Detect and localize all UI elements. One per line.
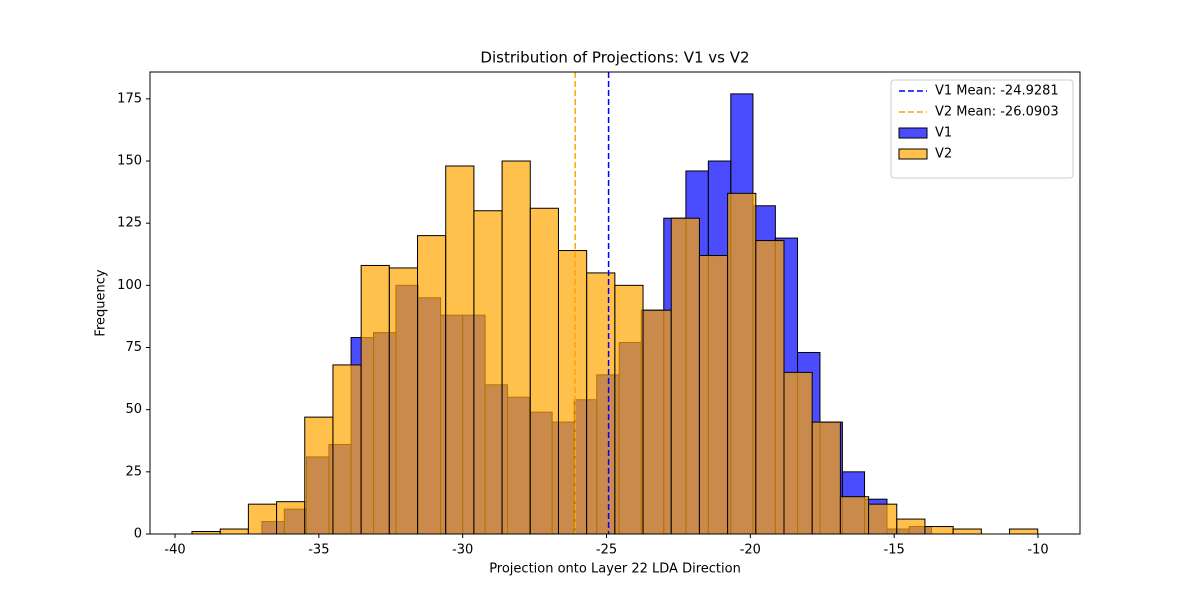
histogram-bar bbox=[501, 160, 531, 535]
histogram-bar bbox=[247, 503, 278, 535]
histogram-bar bbox=[839, 496, 870, 535]
x-tick-label: -10 bbox=[1027, 543, 1048, 558]
histogram-bar bbox=[360, 264, 390, 535]
legend-label: V1 Mean: -24.9281 bbox=[935, 84, 1059, 99]
x-tick-label: -20 bbox=[740, 543, 761, 558]
histogram-bar bbox=[586, 272, 616, 535]
histogram-bar bbox=[529, 207, 559, 535]
histogram-bar bbox=[473, 210, 503, 535]
histogram-bar bbox=[1009, 528, 1039, 535]
y-tick-label: 175 bbox=[117, 91, 142, 106]
histogram-bar bbox=[924, 526, 954, 535]
x-tick-label: -15 bbox=[884, 543, 905, 558]
y-tick-label: 50 bbox=[125, 402, 142, 417]
legend-label: V2 bbox=[935, 147, 952, 162]
histogram-bar bbox=[868, 503, 898, 535]
histogram-bar bbox=[557, 250, 588, 535]
histogram-bar bbox=[727, 192, 757, 535]
histogram-bar bbox=[811, 421, 841, 535]
legend-label: V2 Mean: -26.0903 bbox=[935, 105, 1059, 120]
x-tick-label: -25 bbox=[596, 543, 617, 558]
histogram-bar bbox=[642, 309, 672, 535]
y-tick-label: 0 bbox=[134, 527, 142, 542]
histogram-bar bbox=[896, 518, 926, 535]
legend-swatch bbox=[898, 127, 928, 139]
histogram-bar bbox=[276, 501, 306, 535]
y-tick-label: 125 bbox=[117, 216, 142, 231]
histogram-bar bbox=[388, 267, 419, 535]
histogram-bar bbox=[670, 217, 700, 535]
y-tick-label: 100 bbox=[117, 278, 142, 293]
legend-swatch bbox=[898, 148, 928, 160]
x-axis-label: Projection onto Layer 22 LDA Direction bbox=[489, 562, 741, 577]
x-tick-label: -40 bbox=[164, 543, 185, 558]
y-axis-label: Frequency bbox=[94, 269, 109, 336]
histogram-bar bbox=[304, 416, 334, 535]
y-tick-label: 150 bbox=[117, 154, 142, 169]
plot-frame bbox=[149, 71, 1081, 535]
histogram-bar bbox=[952, 528, 982, 535]
y-tick-label: 75 bbox=[125, 340, 142, 355]
histogram-bar bbox=[698, 255, 729, 535]
histogram-bar bbox=[417, 235, 447, 535]
y-tick-label: 25 bbox=[125, 464, 142, 479]
legend-box bbox=[890, 79, 1074, 179]
histogram-bar bbox=[332, 364, 362, 535]
x-tick-label: -35 bbox=[308, 543, 329, 558]
histogram-bar bbox=[445, 165, 475, 535]
chart-title: Distribution of Projections: V1 vs V2 bbox=[480, 49, 749, 67]
histogram-bar bbox=[614, 284, 644, 535]
histogram-bar bbox=[783, 371, 813, 535]
histogram-bar bbox=[755, 240, 785, 535]
histogram-bar bbox=[219, 528, 249, 535]
x-tick-label: -30 bbox=[452, 543, 473, 558]
legend-label: V1 bbox=[935, 126, 952, 141]
